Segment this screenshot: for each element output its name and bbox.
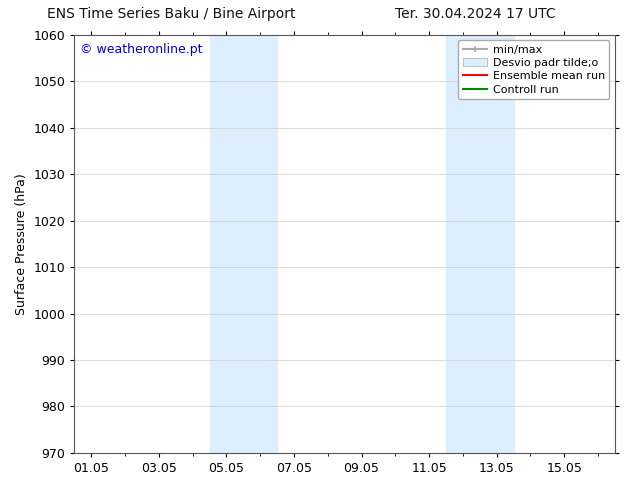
Text: ENS Time Series Baku / Bine Airport: ENS Time Series Baku / Bine Airport <box>47 7 295 22</box>
Bar <box>446 35 514 453</box>
Legend: min/max, Desvio padr tilde;o, Ensemble mean run, Controll run: min/max, Desvio padr tilde;o, Ensemble m… <box>458 40 609 99</box>
Text: Ter. 30.04.2024 17 UTC: Ter. 30.04.2024 17 UTC <box>395 7 556 22</box>
Y-axis label: Surface Pressure (hPa): Surface Pressure (hPa) <box>15 173 28 315</box>
Bar <box>210 35 277 453</box>
Text: © weatheronline.pt: © weatheronline.pt <box>80 43 202 56</box>
